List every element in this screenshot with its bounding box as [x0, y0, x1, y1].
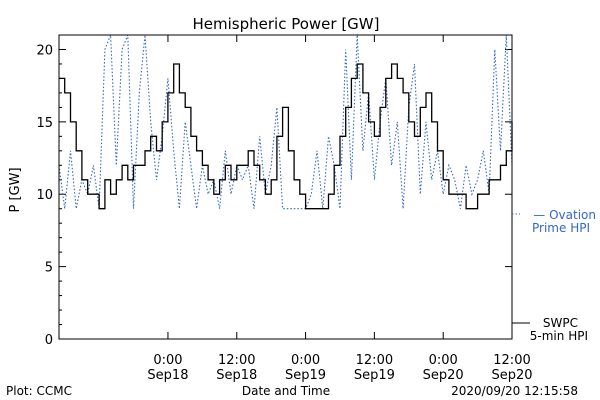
x-tick-label-date: Sep18	[216, 368, 257, 383]
legend-label-ovation: — Ovation	[533, 208, 596, 222]
footer-timestamp: 2020/09/20 12:15:58	[451, 384, 578, 398]
series-line-ovation	[58, 34, 513, 210]
x-tick-label-date: Sep19	[354, 368, 395, 383]
y-tick-label: 15	[36, 116, 53, 131]
legend-label-ovation-line2: Prime HPI	[532, 221, 590, 235]
y-axis-label: P [GW]	[8, 167, 23, 212]
y-tick-label: 5	[45, 261, 53, 276]
legend-label-swpc: SWPC	[543, 316, 578, 330]
footer-plot-credit: Plot: CCMC	[6, 384, 72, 398]
x-tick-label-time: 0:00	[291, 353, 320, 368]
chart-title: Hemispheric Power [GW]	[193, 15, 380, 33]
x-tick-label-time: 0:00	[429, 353, 458, 368]
x-tick-label-date: Sep19	[285, 368, 326, 383]
x-tick-label-time: 12:00	[218, 353, 255, 368]
x-tick-label-date: Sep20	[491, 368, 532, 383]
x-tick-label-time: 0:00	[153, 353, 182, 368]
x-axis-label: Date and Time	[242, 384, 330, 398]
x-tick-label-date: Sep20	[423, 368, 464, 383]
series-layer	[58, 34, 513, 210]
y-tick-label: 20	[36, 43, 53, 58]
x-tick-label-time: 12:00	[356, 353, 393, 368]
series-line-swpc	[59, 63, 513, 210]
plot-frame	[58, 34, 513, 340]
y-tick-label: 0	[45, 333, 53, 348]
y-tick-label: 10	[36, 188, 53, 203]
ticks-layer: 051015200:00Sep1812:00Sep180:00Sep1912:0…	[36, 35, 533, 383]
legend-label-swpc-line2: 5-min HPI	[530, 329, 588, 343]
x-tick-label-date: Sep18	[147, 368, 188, 383]
x-tick-label-time: 12:00	[493, 353, 530, 368]
